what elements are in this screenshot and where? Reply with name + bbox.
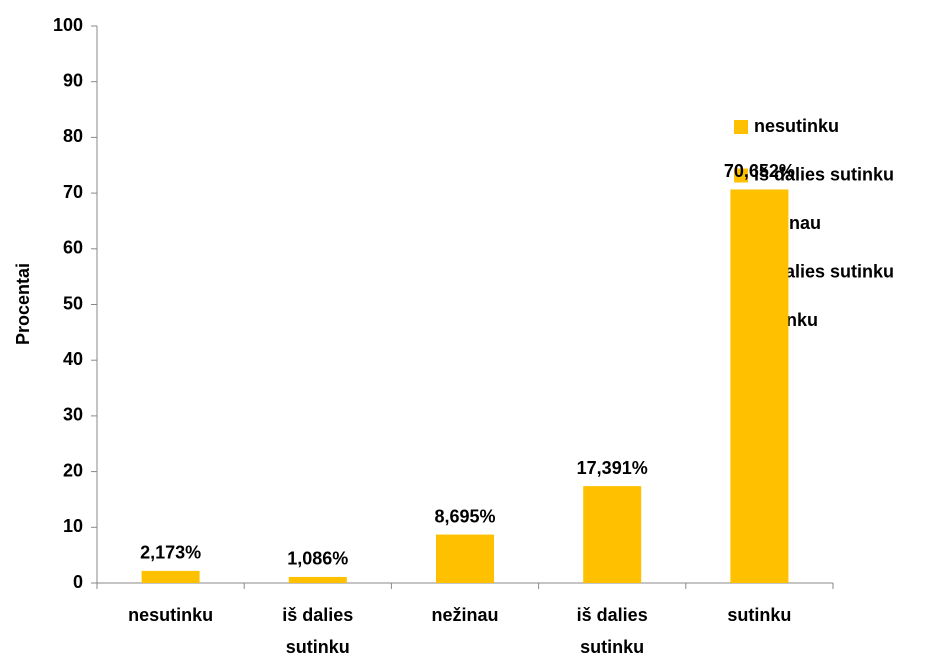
value-label: 2,173%	[140, 543, 201, 563]
bar	[141, 570, 200, 583]
value-label: 1,086%	[287, 549, 348, 569]
bar	[436, 534, 494, 583]
x-tick-label: nesutinku	[128, 605, 214, 625]
y-tick-label: 30	[63, 405, 83, 425]
y-tick-label: 70	[63, 182, 83, 202]
y-tick-label: 20	[63, 460, 83, 480]
value-label: 8,695%	[434, 506, 495, 526]
x-tick-label: nežinau	[431, 605, 499, 625]
y-tick-label: 80	[63, 126, 83, 146]
legend-label: iš dalies sutinku	[754, 261, 894, 281]
value-label: 17,391%	[577, 458, 648, 478]
legend-marker	[734, 120, 748, 134]
y-axis-label: Procentai	[13, 263, 33, 345]
legend-marker	[734, 168, 748, 183]
x-tick-label: iš dalies sutinku	[282, 605, 354, 657]
legend-label: iš dalies sutinku	[754, 164, 894, 184]
x-tick-label: iš dalies sutinku	[576, 605, 648, 657]
y-tick-label: 90	[63, 70, 83, 90]
x-tick-label: sutinku	[727, 605, 792, 625]
y-tick-label: 10	[63, 516, 83, 536]
y-tick-label: 40	[63, 349, 83, 369]
y-tick-label: 50	[63, 293, 83, 313]
bar	[288, 576, 347, 583]
y-tick-label: 100	[53, 15, 83, 35]
y-tick-label: 60	[63, 238, 83, 258]
bar	[730, 189, 789, 583]
value-label: 70,652%	[724, 161, 795, 181]
bar	[583, 486, 642, 583]
legend-label: nesutinku	[754, 116, 839, 136]
y-tick-label: 0	[73, 572, 83, 592]
